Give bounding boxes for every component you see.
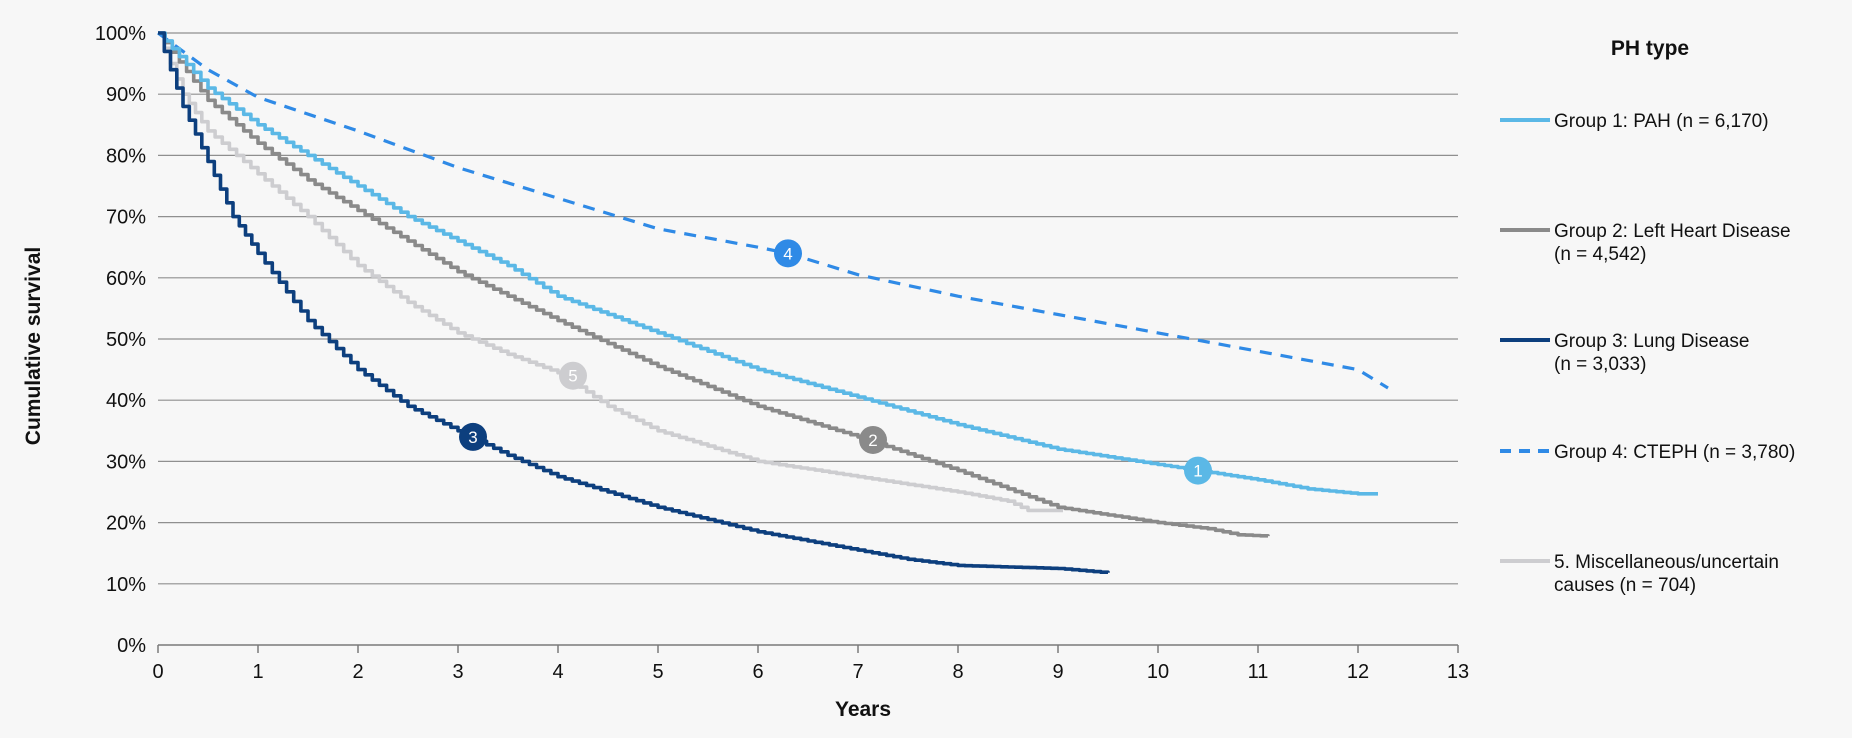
series-marker-1 [1184, 456, 1212, 485]
y-tick-label: 100% [95, 23, 146, 45]
legend-label: (n = 3,033) [1554, 354, 1646, 375]
series-line-2 [158, 31, 1270, 538]
legend-label: Group 2: Left Heart Disease [1554, 221, 1791, 242]
series-line-3 [158, 31, 1110, 574]
x-tick-label: 2 [352, 661, 363, 683]
series-marker-5 [559, 361, 587, 390]
y-tick-label: 50% [106, 329, 146, 351]
y-tick-label: 20% [106, 513, 146, 535]
x-tick-label: 1 [252, 661, 263, 683]
x-tick-label: 12 [1347, 661, 1369, 683]
series-marker-label: 3 [468, 428, 477, 447]
x-tick-label: 11 [1248, 661, 1269, 683]
legend-label: Group 3: Lung Disease [1554, 331, 1749, 352]
x-tick-label: 6 [752, 661, 763, 683]
legend-label: (n = 4,542) [1554, 244, 1646, 265]
y-tick-label: 60% [106, 268, 146, 290]
y-tick-label: 80% [106, 145, 146, 167]
legend-label: 5. Miscellaneous/uncertain [1554, 552, 1779, 573]
x-tick-labels: 0 1 2 3 4 5 6 7 8 9 10 11 12 13 [152, 661, 1469, 683]
y-tick-label: 10% [106, 574, 146, 596]
y-tick-label: 30% [106, 451, 146, 473]
x-tick-label: 4 [552, 661, 563, 683]
series-marker-label: 2 [868, 431, 877, 450]
x-tick-label: 0 [152, 661, 163, 683]
series-line-1 [158, 31, 1378, 496]
y-axis-title: Cumulative survival [22, 247, 45, 445]
series-marker-2 [859, 425, 887, 454]
x-tick-label: 7 [852, 661, 863, 683]
y-tick-label: 90% [106, 84, 146, 106]
legend-label: Group 4: CTEPH (n = 3,780) [1554, 442, 1795, 463]
series-marker-4 [774, 239, 802, 268]
legend-title: PH type [1611, 37, 1689, 60]
series-lines [157, 31, 1389, 574]
legend-label: Group 1: PAH (n = 6,170) [1554, 111, 1769, 132]
series-markers: 1 2 3 4 5 [459, 239, 1212, 485]
axes [157, 644, 1459, 653]
x-tick-label: 8 [952, 661, 963, 683]
y-tick-label: 70% [106, 207, 146, 229]
series-line-5 [158, 31, 1063, 513]
series-marker-label: 1 [1193, 462, 1202, 481]
legend-label: causes (n = 704) [1554, 575, 1696, 596]
series-marker-label: 5 [568, 367, 577, 386]
series-marker-label: 4 [783, 244, 792, 263]
y-tick-label: 0% [117, 635, 146, 657]
series-line-4 [157, 31, 1389, 390]
y-tick-labels: 0% 10% 20% 30% 40% 50% 60% 70% 80% 90% 100% [95, 23, 146, 657]
x-axis-title: Years [835, 698, 891, 721]
x-tick-label: 13 [1447, 661, 1469, 683]
gridlines [158, 32, 1458, 585]
x-tick-label: 5 [652, 661, 663, 683]
x-tick-label: 10 [1147, 661, 1169, 683]
x-tick-label: 3 [452, 661, 463, 683]
y-tick-label: 40% [106, 390, 146, 412]
legend: Group 1: PAH (n = 6,170) Group 2: Left He… [1500, 111, 1795, 596]
series-marker-3 [459, 422, 487, 451]
x-tick-label: 9 [1052, 661, 1063, 683]
